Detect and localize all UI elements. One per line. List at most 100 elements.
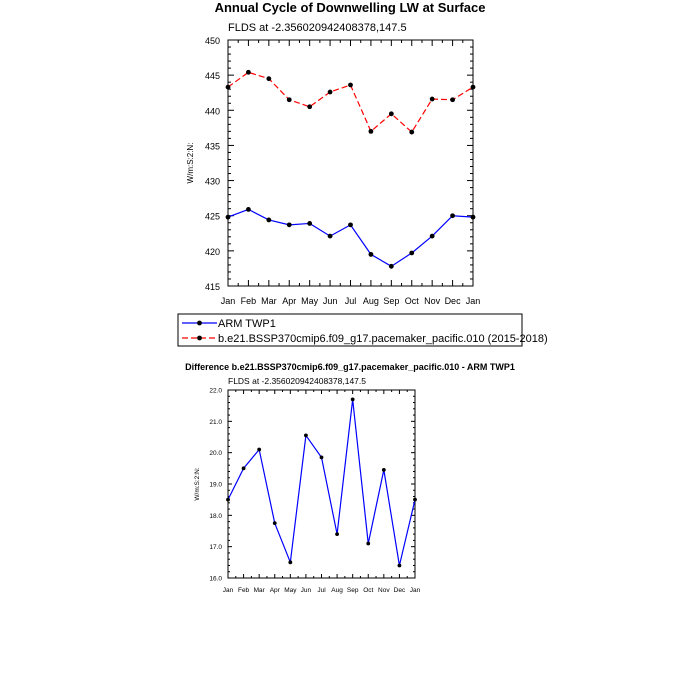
- y-tick-label: 22.0: [209, 388, 222, 395]
- data-point: [409, 129, 415, 135]
- data-point: [381, 468, 386, 472]
- x-tick-label: Dec: [394, 587, 406, 594]
- data-point: [409, 250, 415, 256]
- data-point: [288, 560, 293, 565]
- data-point: [335, 532, 339, 537]
- data-point: [286, 222, 292, 228]
- data-point: [450, 213, 455, 219]
- data-point: [429, 233, 435, 239]
- y-tick-label: 450: [205, 36, 220, 46]
- y-tick-label: 430: [205, 177, 220, 187]
- x-tick-label: Aug: [331, 587, 343, 594]
- y-tick-label: 21.0: [209, 419, 222, 426]
- x-tick-label: Jul: [345, 296, 357, 306]
- y-tick-label: 20.0: [209, 450, 222, 457]
- series-line-0: [227, 208, 474, 268]
- data-point: [388, 111, 394, 117]
- x-tick-label: Jun: [301, 587, 312, 594]
- data-point: [225, 84, 231, 90]
- lower-chart: Difference b.e21.BSSP370cmip6.f09_g17.pa…: [185, 362, 515, 594]
- x-tick-label: May: [284, 587, 297, 594]
- data-point: [327, 89, 333, 95]
- chart1-plot-frame: [227, 39, 474, 287]
- x-tick-label: Nov: [378, 587, 390, 594]
- data-point: [413, 497, 417, 502]
- data-point: [348, 222, 353, 228]
- chart2-title: Difference b.e21.BSSP370cmip6.f09_g17.pa…: [185, 362, 515, 372]
- x-tick-label: May: [301, 296, 319, 306]
- data-point: [246, 206, 251, 212]
- data-point: [319, 455, 324, 460]
- series-line-0: [227, 399, 416, 566]
- data-point: [470, 214, 476, 220]
- y-tick-label: 420: [205, 247, 220, 257]
- legend-label-0: ARM TWP1: [218, 318, 276, 330]
- data-point: [266, 217, 272, 223]
- x-tick-label: Mar: [261, 296, 277, 306]
- y-tick-label: 18.0: [209, 513, 222, 520]
- legend-label-1: b.e21.BSSP370cmip6.f09_g17.pacemaker_pac…: [218, 333, 548, 345]
- x-tick-label: Apr: [282, 296, 296, 306]
- data-point: [429, 96, 435, 102]
- data-point: [266, 76, 272, 82]
- legend-marker-0: [197, 320, 202, 326]
- chart2-y-axis-label: W/m:S:2:N:: [194, 467, 201, 500]
- x-tick-label: Mar: [254, 587, 266, 594]
- y-tick-label: 435: [205, 141, 220, 151]
- data-point: [272, 521, 277, 526]
- chart1-legend: ARM TWP1 b.e21.BSSP370cmip6.f09_g17.pacem…: [177, 313, 548, 347]
- data-point: [286, 97, 292, 103]
- y-tick-label: 19.0: [209, 482, 222, 489]
- x-tick-label: Jul: [317, 587, 326, 594]
- y-tick-label: 415: [205, 282, 220, 292]
- x-tick-label: Feb: [238, 587, 250, 594]
- x-tick-label: Aug: [363, 296, 379, 306]
- x-tick-label: Sep: [347, 587, 359, 594]
- x-tick-label: Nov: [424, 296, 441, 306]
- x-tick-label: Jun: [323, 296, 338, 306]
- x-tick-label: Jan: [410, 587, 421, 594]
- chart1-subtitle: FLDS at -2.356020942408378,147.5: [228, 22, 407, 34]
- data-point: [307, 221, 313, 226]
- upper-chart: Annual Cycle of Downwelling LW at Surfac…: [186, 0, 485, 306]
- data-point: [388, 263, 394, 269]
- y-tick-label: 440: [205, 106, 220, 116]
- data-point: [246, 69, 251, 75]
- chart2-subtitle: FLDS at -2.356020942408378,147.5: [228, 376, 366, 386]
- data-point: [368, 251, 374, 257]
- y-tick-label: 425: [205, 212, 220, 222]
- x-tick-label: Oct: [363, 587, 373, 594]
- y-tick-label: 445: [205, 71, 220, 81]
- legend-frame: [177, 313, 523, 347]
- chart2-plot-frame: [227, 389, 416, 579]
- x-tick-label: Sep: [383, 296, 399, 306]
- x-tick-label: Feb: [241, 296, 257, 306]
- data-point: [368, 128, 374, 134]
- data-point: [397, 563, 402, 568]
- x-tick-label: Oct: [405, 296, 420, 306]
- data-point: [257, 447, 262, 452]
- x-tick-label: Jan: [221, 296, 236, 306]
- data-point: [307, 104, 313, 110]
- data-point: [350, 397, 355, 402]
- series-line-1: [227, 71, 474, 133]
- x-tick-label: Jan: [466, 296, 481, 306]
- data-point: [225, 214, 231, 220]
- data-point: [241, 466, 246, 471]
- data-point: [450, 97, 455, 103]
- data-point: [348, 82, 353, 88]
- chart1-title: Annual Cycle of Downwelling LW at Surfac…: [215, 0, 486, 15]
- legend-marker-1: [197, 335, 202, 341]
- y-tick-label: 17.0: [209, 544, 222, 551]
- data-point: [226, 497, 230, 502]
- data-point: [327, 233, 333, 239]
- y-tick-label: 16.0: [209, 576, 222, 583]
- data-point: [366, 541, 371, 546]
- chart1-y-axis-label: W/m:S:2:N:: [186, 143, 195, 184]
- data-point: [304, 433, 308, 438]
- x-tick-label: Dec: [445, 296, 462, 306]
- x-tick-label: Apr: [270, 587, 281, 594]
- data-point: [470, 84, 476, 90]
- x-tick-label: Jan: [223, 587, 234, 594]
